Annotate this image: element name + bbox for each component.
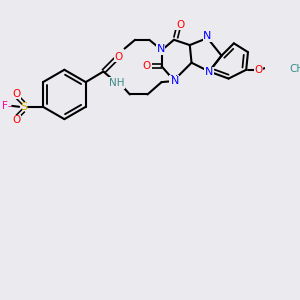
Text: N: N	[157, 44, 165, 55]
Text: O: O	[12, 88, 21, 99]
Text: N: N	[171, 76, 179, 86]
Text: NH: NH	[109, 78, 124, 88]
Text: N: N	[203, 31, 212, 41]
Text: O: O	[176, 20, 184, 30]
Text: O: O	[114, 52, 122, 61]
Text: N: N	[205, 68, 213, 77]
Text: O: O	[254, 65, 263, 75]
Text: N: N	[170, 75, 178, 85]
Text: O: O	[12, 115, 21, 125]
Text: O: O	[142, 61, 151, 71]
Text: CH: CH	[290, 64, 300, 74]
Text: F-: F-	[2, 101, 12, 111]
Text: S: S	[20, 102, 27, 112]
